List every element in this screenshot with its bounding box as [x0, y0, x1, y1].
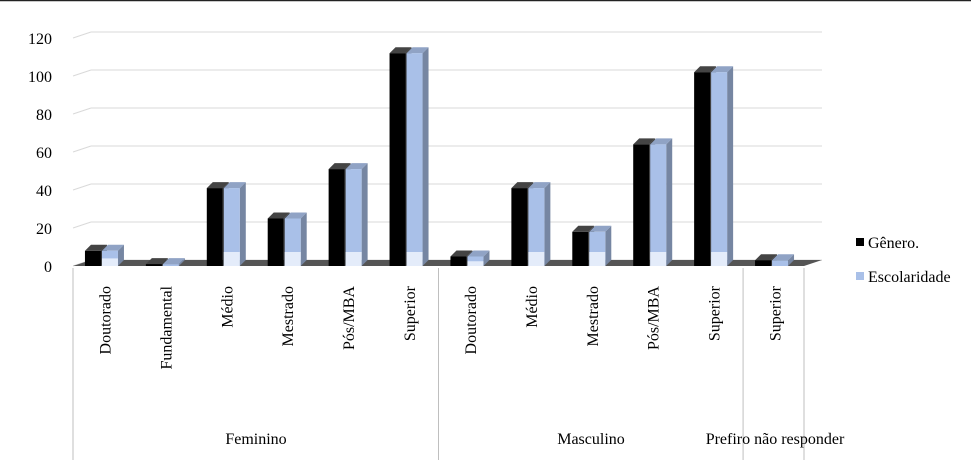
x-tick-label: Mestrado [585, 286, 602, 346]
gridline-side [72, 145, 92, 153]
bar-escolaridade [223, 182, 246, 266]
x-tick-label: Médio [524, 286, 541, 328]
x-tick-label: Doutorado [463, 286, 480, 354]
x-axis: Doutorado Fundamental Médio Mestrado Pós/MBA… [72, 268, 845, 460]
x-tick-label: Pós/MBA [646, 286, 663, 350]
gridline-side [72, 107, 92, 115]
legend-item: Gênero. [856, 235, 919, 252]
x-tick-label: Médio [219, 286, 236, 328]
bar-escolaridade [528, 182, 551, 266]
y-tick-label: 80 [36, 107, 52, 124]
bar-escolaridade [101, 244, 124, 266]
bar-escolaridade [650, 138, 673, 266]
y-axis: 0 20 40 60 80 100 120 [28, 31, 52, 276]
legend: Gênero. Escolaridade [856, 235, 951, 286]
y-tick-label: 40 [36, 183, 52, 200]
group-label: Feminino [225, 431, 286, 448]
y-tick-label: 20 [36, 221, 52, 238]
legend-swatch [856, 272, 864, 280]
y-tick-label: 60 [36, 145, 52, 162]
gridline-side [72, 69, 92, 77]
y-tick-label: 120 [28, 31, 52, 48]
gridline-side [72, 221, 92, 229]
x-tick-label: Superior [707, 285, 724, 341]
bar-escolaridade [467, 250, 490, 266]
legend-swatch [856, 238, 864, 246]
gridline-side [72, 183, 92, 191]
bar-escolaridade [772, 254, 795, 266]
bar-escolaridade [345, 163, 368, 266]
bar-escolaridade [284, 212, 307, 266]
legend-item: Escolaridade [856, 269, 951, 286]
bar-escolaridade [589, 225, 612, 266]
legend-label: Gênero. [868, 235, 919, 252]
bar-escolaridade [162, 258, 185, 266]
bar-escolaridade [406, 47, 429, 267]
bars [84, 47, 795, 267]
x-tick-label: Superior [402, 285, 419, 341]
group-label: Prefiro não responder [706, 431, 845, 448]
x-tick-label: Mestrado [280, 286, 297, 346]
group-label: Masculino [557, 431, 625, 448]
legend-label: Escolaridade [868, 269, 951, 286]
y-tick-label: 100 [28, 69, 52, 86]
x-tick-label: Superior [768, 285, 785, 341]
gridline-side [72, 31, 92, 39]
x-tick-label: Pós/MBA [341, 286, 358, 350]
y-tick-label: 0 [44, 259, 52, 276]
bar-escolaridade [711, 66, 734, 266]
x-tick-label: Doutorado [97, 286, 114, 354]
x-tick-label: Fundamental [158, 285, 175, 369]
